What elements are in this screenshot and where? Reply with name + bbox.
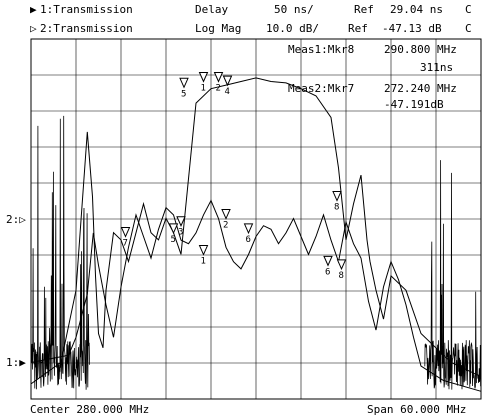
marker-label: 5 (171, 235, 176, 245)
marker-label: 3 (178, 228, 183, 238)
trace-1-delay (30, 77, 482, 385)
marker-triangle (176, 216, 186, 227)
ch2-label: 2:Transmission (40, 22, 133, 35)
trace-1-noise-right (424, 160, 482, 390)
meas1-value: 290.800 MHz (384, 43, 457, 56)
meas1-sub: 311ns (420, 61, 454, 74)
marker-triangle (120, 227, 131, 238)
ch2-format: Log Mag (195, 22, 242, 35)
ch1-scale: 50 ns/ (274, 3, 314, 16)
marker-label: 6 (246, 235, 251, 245)
ch2-ref-marker: 2:▷ (6, 213, 26, 226)
ch2-flag: C (465, 22, 472, 35)
ch1-ref-label: Ref (354, 3, 374, 16)
marker-triangle (222, 75, 233, 87)
meas1-label: Meas1:Mkr8 (288, 43, 355, 56)
marker-label: 1 (201, 84, 206, 94)
marker-label: 2 (216, 84, 221, 94)
ch2-ref-label: Ref (348, 22, 368, 35)
ch2-scale: 10.0 dB/ (266, 22, 319, 35)
marker-triangle (168, 223, 179, 235)
marker-triangle (332, 191, 342, 202)
marker-label: 6 (325, 267, 330, 277)
marker-triangle (323, 255, 333, 267)
trace-2-logmag (30, 199, 482, 392)
marker-label: 8 (339, 271, 344, 281)
ch1-flag: C (465, 3, 472, 16)
marker-label: 5 (181, 89, 186, 99)
marker-triangle (221, 209, 231, 220)
span-frequency: Span 60.000 MHz (367, 403, 467, 416)
marker-label: 8 (334, 203, 339, 213)
trace-1-noise-left (30, 115, 90, 390)
marker-label: 1 (201, 257, 206, 267)
marker-triangle (179, 77, 189, 89)
marker-triangle (198, 72, 209, 83)
ch1-arrow: ▶ (30, 3, 37, 16)
ch1-ref-value: 29.04 ns (390, 3, 443, 16)
ch1-ref-marker: 1:▶ (6, 356, 26, 369)
marker-triangle (243, 223, 254, 235)
ch1-label: 1:Transmission (40, 3, 133, 16)
marker-label: 4 (225, 87, 230, 97)
meas2-sub: -47.191dB (384, 98, 444, 111)
meas2-value: 272.240 MHz (384, 82, 457, 95)
center-frequency: Center 280.000 MHz (30, 403, 150, 416)
meas2-label: Meas2:Mkr7 (288, 82, 355, 95)
ch2-arrow: ▷ (30, 22, 37, 35)
marker-triangle (336, 259, 347, 271)
marker-label: 7 (123, 239, 128, 249)
marker-triangle (198, 245, 209, 256)
ch1-format: Delay (195, 3, 229, 16)
marker-label: 2 (223, 221, 228, 231)
ch2-ref-value: -47.13 dB (382, 22, 442, 35)
marker-triangle (213, 72, 224, 83)
